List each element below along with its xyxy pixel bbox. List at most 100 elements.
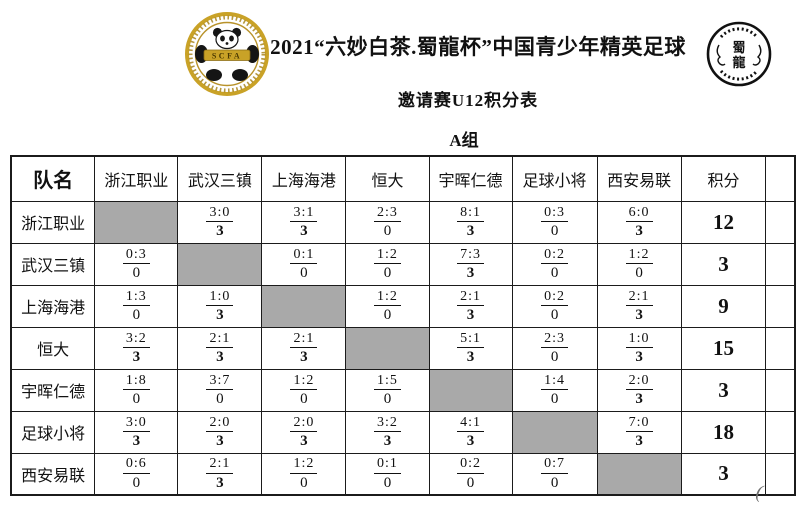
self-match-cell: [261, 284, 347, 328]
match-points: 0: [300, 474, 308, 491]
match-result-cell: 2:3 0: [511, 326, 598, 370]
match-result-cell: 1:0 3: [596, 326, 682, 370]
match-result-cell: 3:1 3: [261, 200, 347, 244]
match-points: 0: [383, 222, 392, 239]
match-points: 3: [466, 432, 475, 449]
match-points: 3: [216, 348, 224, 365]
match-result-cell: 2:1 3: [596, 284, 682, 328]
football-patch: [232, 69, 248, 81]
match-result-cell: 1:4 0: [511, 368, 598, 412]
cutoff-cell: [765, 410, 796, 454]
tournament-subtitle: 邀请赛U12积分表: [397, 91, 539, 110]
match-points: 0: [132, 474, 141, 491]
match-score: 2:1: [625, 289, 653, 306]
match-result-cell: 3:2 3: [94, 326, 179, 370]
team-points-cell: 3: [680, 242, 767, 286]
match-result-cell: 3:0 3: [94, 410, 179, 454]
match-points: 3: [300, 348, 308, 365]
match-points: 3: [300, 222, 308, 239]
match-result-cell: 2:1 3: [177, 326, 263, 370]
team-points-cell: 12: [680, 200, 767, 244]
match-score: 1:3: [122, 289, 150, 306]
seal-char-top: 蜀: [732, 40, 745, 55]
match-score: 7:0: [625, 415, 653, 432]
ring-text-pattern: [188, 15, 266, 93]
match-points: 3: [635, 348, 643, 365]
self-match-cell: [94, 200, 179, 244]
match-result-cell: 3:0 3: [177, 200, 263, 244]
team-row: 浙江职业 3:0 3 3:1 3 2:3 0 8:1 3 0:3 0 6:0 3 12: [10, 200, 796, 244]
match-points: 0: [132, 306, 141, 323]
match-points: 3: [466, 222, 475, 239]
match-result-cell: 2:0 3: [261, 410, 347, 454]
match-result-cell: 1:0 3: [177, 284, 263, 328]
shulong-seal-logo: 蜀 龍: [706, 21, 772, 87]
match-result-cell: 2:1 3: [177, 452, 263, 496]
match-result-cell: 1:5 0: [345, 368, 430, 412]
match-points: 0: [383, 264, 392, 281]
match-score: 1:2: [290, 373, 318, 390]
team-name-cell: 武汉三镇: [10, 242, 96, 286]
match-score: 0:2: [541, 289, 568, 306]
scfa-banner: [203, 49, 251, 61]
football-patch: [206, 69, 222, 81]
match-result-cell: 5:1 3: [428, 326, 513, 370]
match-points: 0: [132, 390, 141, 407]
match-points: 0: [635, 264, 643, 281]
match-result-cell: 1:2 0: [345, 284, 430, 328]
team-points-cell: 9: [680, 284, 767, 328]
opponent-header-cell: 上海海港: [261, 155, 347, 202]
seal-top-text-marks: [719, 27, 759, 39]
match-score: 0:1: [374, 456, 401, 474]
match-score: 2:0: [290, 415, 318, 432]
match-points: 0: [383, 306, 392, 323]
match-points: 3: [635, 390, 643, 407]
cutoff-cell: [765, 242, 796, 286]
seal-bottom-text-marks: [719, 69, 759, 81]
panda-nose: [225, 42, 229, 45]
match-points: 0: [383, 390, 392, 407]
match-score: 6:0: [625, 205, 653, 222]
panda-face: [215, 29, 239, 50]
match-result-cell: 1:8 0: [94, 368, 179, 412]
self-match-cell: [428, 368, 513, 412]
match-score: 2:0: [206, 415, 234, 432]
match-score: 0:6: [122, 456, 150, 474]
match-points: 3: [216, 474, 224, 491]
match-result-cell: 7:3 3: [428, 242, 513, 286]
cutoff-cell: [765, 200, 796, 244]
team-name-cell: 上海海港: [10, 284, 96, 328]
match-result-cell: 0:2 0: [511, 284, 598, 328]
match-result-cell: 0:6 0: [94, 452, 179, 496]
match-result-cell: 0:1 0: [261, 242, 347, 286]
team-points-cell: 3: [680, 368, 767, 412]
seal-dragon-right: [752, 44, 762, 66]
match-result-cell: 1:2 0: [596, 242, 682, 286]
team-name-cell: 宇晖仁德: [10, 368, 96, 412]
match-points: 0: [550, 222, 559, 239]
group-label: A组: [449, 131, 479, 150]
match-result-cell: 1:2 0: [261, 452, 347, 496]
match-points: 0: [466, 474, 475, 491]
standings-table-wrap: 队名 浙江职业 武汉三镇 上海海港 恒大 宇晖仁德 足球小将 西安易联 积分 浙江职业 3:0 3 3:…: [10, 155, 796, 496]
match-score: 3:7: [206, 373, 234, 390]
team-row: 武汉三镇 0:3 0 0:1 0 1:2 0 7:3 3 0:2 0 1:2 0 3: [10, 242, 796, 286]
match-points: 0: [550, 348, 559, 365]
team-points-cell: 15: [680, 326, 767, 370]
match-score: 4:1: [457, 415, 484, 432]
match-points: 3: [216, 222, 224, 239]
match-points: 3: [383, 432, 392, 449]
match-score: 8:1: [457, 205, 484, 222]
opponent-header-cell: 恒大: [345, 155, 430, 202]
match-points: 3: [466, 264, 475, 281]
match-points: 3: [300, 432, 308, 449]
match-points: 0: [300, 264, 308, 281]
opponent-header-cell: 足球小将: [511, 155, 598, 202]
match-score: 3:2: [374, 415, 401, 432]
seal-dragon-left: [716, 44, 726, 66]
match-result-cell: 2:0 3: [596, 368, 682, 412]
match-score: 2:0: [625, 373, 653, 390]
match-score: 2:1: [457, 289, 484, 306]
match-points: 3: [216, 306, 224, 323]
opponent-header-cell: 西安易联: [596, 155, 682, 202]
